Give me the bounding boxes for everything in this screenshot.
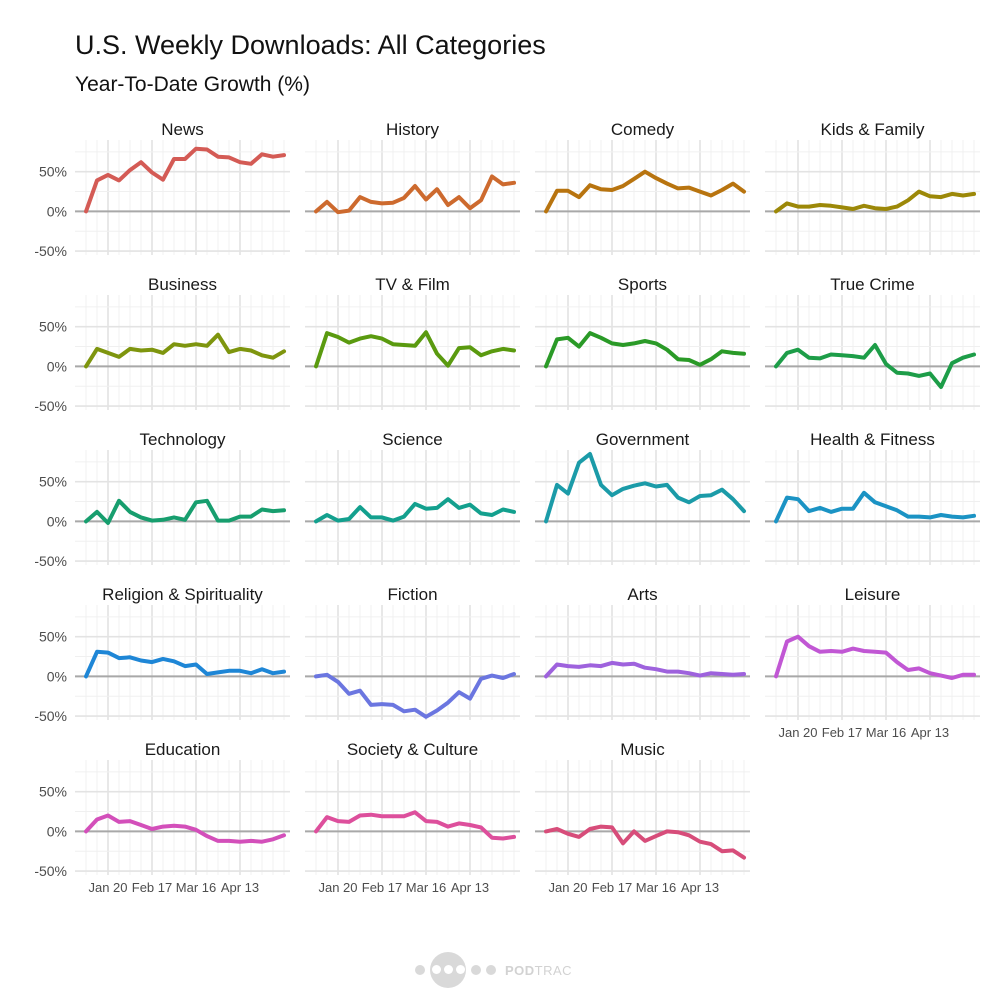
podtrac-logo: PODTRAC bbox=[415, 952, 572, 988]
x-tick-label: Mar 16 bbox=[636, 880, 676, 895]
y-tick-label: 50% bbox=[39, 319, 67, 335]
facet-title: Leisure bbox=[845, 585, 901, 604]
x-tick-label: Jan 20 bbox=[548, 880, 587, 895]
chart-subtitle: Year-To-Date Growth (%) bbox=[75, 73, 310, 96]
x-tick-label: Mar 16 bbox=[176, 880, 216, 895]
facet-title: Education bbox=[145, 740, 221, 759]
x-tick-label: Feb 17 bbox=[362, 880, 402, 895]
y-tick-label: 50% bbox=[39, 629, 67, 645]
y-tick-label: -50% bbox=[34, 553, 67, 569]
facet-title: Sports bbox=[618, 275, 667, 294]
y-tick-label: 0% bbox=[47, 358, 67, 374]
facet-title: Kids & Family bbox=[821, 120, 925, 139]
y-tick-label: -50% bbox=[34, 243, 67, 259]
y-tick-label: 0% bbox=[47, 203, 67, 219]
chart-title: U.S. Weekly Downloads: All Categories bbox=[75, 30, 546, 60]
facet-title: Health & Fitness bbox=[810, 430, 935, 449]
facet-title: Music bbox=[620, 740, 665, 759]
x-tick-label: Feb 17 bbox=[822, 725, 862, 740]
y-tick-label: 50% bbox=[39, 164, 67, 180]
y-tick-label: 0% bbox=[47, 513, 67, 529]
logo-circle-icon bbox=[430, 952, 466, 988]
logo-dot-icon bbox=[471, 965, 481, 975]
facet-title: History bbox=[386, 120, 439, 139]
facet-title: News bbox=[161, 120, 204, 139]
facet-title: Science bbox=[382, 430, 442, 449]
facet-title: TV & Film bbox=[375, 275, 450, 294]
x-tick-label: Apr 13 bbox=[911, 725, 949, 740]
x-tick-label: Jan 20 bbox=[88, 880, 127, 895]
x-tick-label: Feb 17 bbox=[132, 880, 172, 895]
y-tick-label: 50% bbox=[39, 474, 67, 490]
y-tick-label: 0% bbox=[47, 823, 67, 839]
facet-title: Arts bbox=[627, 585, 657, 604]
logo-dot-icon bbox=[486, 965, 496, 975]
y-tick-label: -50% bbox=[34, 863, 67, 879]
logo-dot-icon bbox=[415, 965, 425, 975]
y-tick-label: 50% bbox=[39, 784, 67, 800]
x-tick-label: Mar 16 bbox=[406, 880, 446, 895]
facet-title: Comedy bbox=[611, 120, 675, 139]
facet-title: Technology bbox=[139, 430, 226, 449]
facet-title: Religion & Spirituality bbox=[102, 585, 263, 604]
x-tick-label: Apr 13 bbox=[221, 880, 259, 895]
x-tick-label: Jan 20 bbox=[318, 880, 357, 895]
facet-title: Government bbox=[596, 430, 690, 449]
y-tick-label: -50% bbox=[34, 708, 67, 724]
y-tick-label: 0% bbox=[47, 668, 67, 684]
x-tick-label: Apr 13 bbox=[681, 880, 719, 895]
logo-text: PODTRAC bbox=[505, 962, 573, 978]
x-tick-label: Mar 16 bbox=[866, 725, 906, 740]
x-tick-label: Feb 17 bbox=[592, 880, 632, 895]
x-tick-label: Jan 20 bbox=[778, 725, 817, 740]
facet-title: True Crime bbox=[830, 275, 914, 294]
y-tick-label: -50% bbox=[34, 398, 67, 414]
facet-title: Business bbox=[148, 275, 217, 294]
x-tick-label: Apr 13 bbox=[451, 880, 489, 895]
facet-title: Fiction bbox=[387, 585, 437, 604]
facet-title: Society & Culture bbox=[347, 740, 478, 759]
